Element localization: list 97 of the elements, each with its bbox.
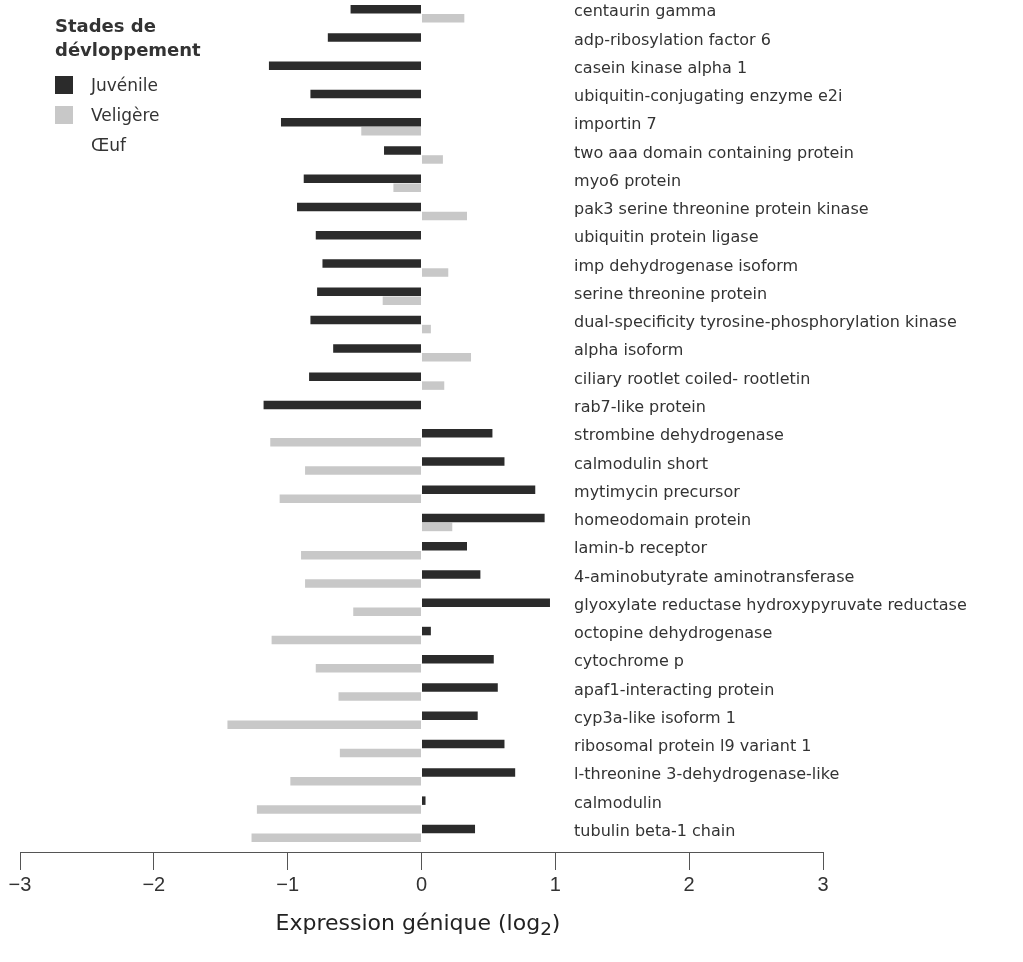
bar: [270, 437, 421, 447]
bar: [422, 155, 443, 164]
legend-title: Stades de dévloppement: [55, 14, 202, 62]
y-tick-label: calmodulin short: [574, 453, 709, 473]
bar: [305, 466, 421, 475]
y-tick-label: 4-aminobutyrate aminotransferase: [574, 566, 855, 586]
y-tick-label: lamin-b receptor: [574, 538, 708, 558]
y-tick-label: strombine dehydrogenase: [574, 425, 784, 445]
y-tick-label: imp dehydrogenase isoform: [574, 255, 799, 275]
y-tick-label: dual-specificity tyrosine-phosphorylation kinase: [574, 312, 957, 332]
bar: [384, 146, 421, 155]
y-tick-label: centaurin gamma: [574, 1, 717, 21]
text: Œuf: [91, 134, 126, 157]
bar: [317, 287, 421, 297]
y-tick-label: casein kinase alpha 1: [574, 57, 748, 77]
y-tick-label: rab7-like protein: [574, 397, 706, 417]
bar: [422, 683, 498, 692]
bar: [422, 542, 467, 551]
y-tick-label: pak3 serine threonine protein kinase: [574, 199, 869, 219]
y-tick-label: glyoxylate reductase hydroxypyruvate reductase: [574, 594, 967, 614]
bar: [422, 457, 505, 466]
bar: [422, 598, 550, 608]
legend-label: Juvénile: [91, 74, 158, 97]
bar: [309, 372, 421, 381]
bar: [338, 692, 421, 701]
bar: [268, 61, 421, 70]
bar: [297, 202, 421, 212]
x-tick-label: 0: [415, 872, 428, 895]
bar: [422, 353, 472, 362]
y-tick-label: ribosomal protein l9 variant 1: [574, 736, 812, 756]
bar: [422, 626, 431, 636]
bar: [422, 485, 536, 494]
bar: [227, 720, 421, 730]
bar: [305, 579, 421, 588]
bar: [422, 381, 445, 390]
y-tick-label: cyp3a-like isoform 1: [574, 707, 736, 727]
bar: [303, 174, 421, 184]
bar: [422, 324, 431, 334]
bar: [251, 833, 421, 843]
x-tick-label: −1: [276, 872, 300, 895]
y-tick-label: two aaa domain containing protein: [574, 142, 854, 162]
x-tick-label: 3: [817, 872, 829, 895]
bar: [256, 805, 421, 814]
bar: [422, 711, 478, 721]
y-tick-label: serine threonine protein: [574, 283, 768, 303]
bar: [422, 824, 476, 834]
y-tick-label: tubulin beta-1 chain: [574, 821, 736, 841]
y-tick-label: mytimycin precursor: [574, 481, 741, 501]
bar: [353, 607, 421, 616]
bar: [422, 739, 505, 749]
y-tick-label: homeodomain protein: [574, 510, 752, 530]
bar: [422, 211, 467, 221]
bar: [310, 89, 421, 99]
bar: [422, 513, 545, 523]
bar: [263, 400, 421, 410]
bar: [279, 494, 421, 503]
y-tick-label: cytochrome p: [574, 651, 685, 671]
x-tick-label: −3: [8, 872, 32, 895]
bar: [361, 126, 421, 136]
bar: [333, 344, 421, 353]
bar: [422, 796, 426, 805]
x-tick-label: −2: [142, 872, 166, 895]
bar: [422, 268, 449, 277]
y-tick-label: ubiquitin protein ligase: [574, 227, 759, 247]
bar: [315, 664, 421, 673]
y-tick-label: apaf1-interacting protein: [574, 679, 775, 699]
x-axis-title: Expression génique (log$_{2}$): [274, 910, 562, 940]
bar: [422, 13, 465, 23]
y-tick-label: ubiquitin-conjugating enzyme e2i: [574, 86, 843, 106]
bar: [339, 748, 421, 758]
bar: [382, 296, 421, 306]
x-tick-label: 2: [683, 872, 695, 895]
y-tick-label: adp-ribosylation factor 6: [574, 29, 771, 49]
bar: [301, 550, 421, 560]
bar: [280, 118, 421, 127]
y-tick-label: octopine dehydrogenase: [574, 623, 773, 643]
bar: [422, 768, 516, 777]
bar: [422, 428, 493, 438]
bar: [271, 635, 421, 645]
x-tick-label: 1: [549, 872, 561, 895]
legend-label: Veligère: [91, 104, 160, 127]
y-tick-label: calmodulin: [574, 792, 662, 812]
y-tick-label: l-threonine 3-dehydrogenase-like: [574, 764, 840, 784]
y-tick-label: alpha isoform: [574, 340, 684, 360]
bar: [327, 33, 421, 42]
y-tick-label: importin 7: [574, 114, 657, 134]
bar: [422, 522, 453, 532]
bar: [350, 4, 421, 14]
bar: [315, 231, 421, 240]
bar: [393, 183, 421, 192]
bar: [322, 259, 421, 268]
bar: [290, 777, 421, 786]
y-tick-label: myo6 protein: [574, 170, 682, 190]
bar: [422, 655, 494, 664]
bar: [310, 315, 421, 325]
bar: [422, 570, 481, 579]
y-tick-label: ciliary rootlet coiled- rootletin: [574, 368, 811, 388]
